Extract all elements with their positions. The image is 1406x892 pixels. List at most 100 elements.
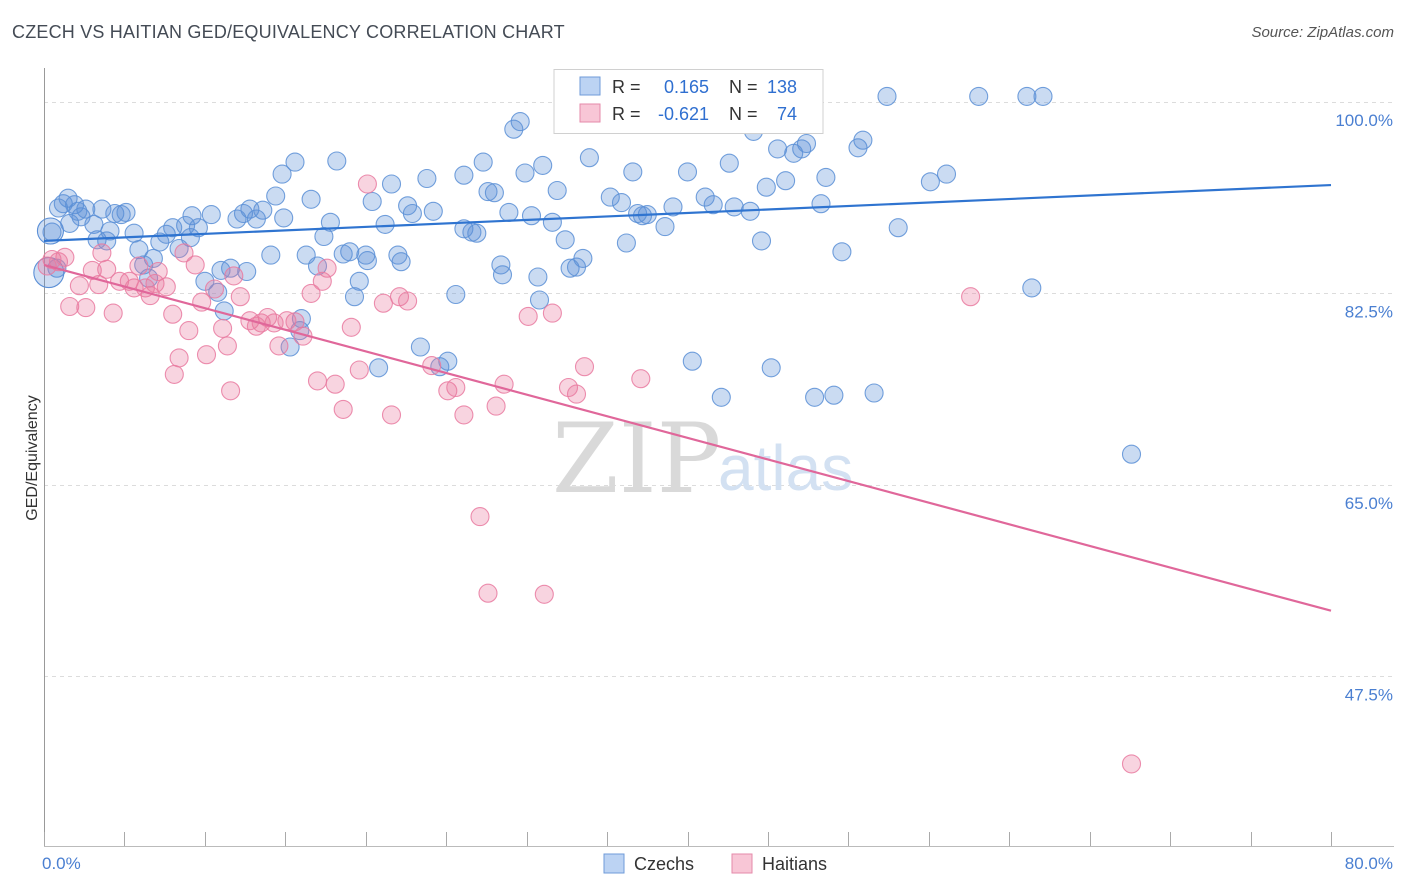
czech-point [381, 174, 402, 194]
czech-point [579, 148, 599, 168]
haitian-point [454, 405, 474, 425]
haitian-point [124, 278, 144, 298]
czech-point [188, 218, 208, 238]
czech-point [320, 212, 340, 232]
czech-point [221, 258, 241, 278]
haitian-point [258, 307, 278, 328]
haitian-point [163, 304, 183, 324]
czech-point [528, 267, 548, 287]
legend-n-label-czech: N = [729, 77, 758, 97]
haitian-point [196, 345, 217, 365]
bottom-legend-label-czechs: Czechs [634, 854, 694, 874]
haitian-point [148, 261, 168, 282]
czech-point [1022, 278, 1042, 298]
haitian-point [307, 371, 328, 391]
legend-r-value-haitian: -0.621 [658, 104, 709, 124]
czech-point [417, 168, 437, 189]
trend-line-czechs [43, 183, 1332, 242]
czech-point [274, 208, 294, 228]
axes [44, 68, 1394, 847]
czech-point [446, 284, 466, 305]
czech-point [542, 212, 562, 232]
haitian-point [341, 317, 361, 337]
czech-point [515, 163, 535, 183]
haitian-point [213, 318, 233, 338]
czech-point [301, 189, 321, 209]
haitian-point [574, 357, 595, 377]
bottom-legend-swatch-czechs [603, 853, 625, 874]
czech-point [533, 155, 553, 175]
bottom-legend-label-haitians: Haitians [762, 854, 827, 874]
czech-point [677, 162, 698, 182]
haitian-point [961, 287, 981, 307]
czech-point [560, 258, 580, 278]
czech-point [423, 201, 443, 221]
chart-title: CZECH VS HAITIAN GED/EQUIVALENCY CORRELA… [12, 22, 565, 42]
haitian-point [76, 298, 96, 318]
czech-point [211, 260, 231, 280]
czech-point [314, 226, 334, 247]
czech-point [796, 133, 817, 154]
haitian-point [349, 360, 369, 380]
czech-point [888, 218, 908, 238]
czech-point [208, 282, 228, 302]
haitian-point [446, 377, 466, 398]
haitian-point [185, 255, 205, 275]
haitian-point [92, 243, 112, 263]
czech-point [600, 187, 620, 207]
czech-point [529, 290, 550, 310]
czech-point [150, 232, 170, 252]
haitian-point [542, 303, 562, 323]
czech-point [327, 151, 347, 171]
czech-point [499, 202, 519, 222]
x-tick-label-max: 80.0% [1345, 854, 1393, 873]
czech-point [695, 187, 715, 207]
czech-point [261, 245, 281, 265]
czech-point [97, 231, 117, 251]
czech-point [1017, 86, 1037, 106]
haitian-point [129, 256, 149, 276]
czech-point [573, 248, 593, 268]
czech-point [811, 194, 831, 214]
czech-point [824, 385, 844, 405]
legend-swatch-haitian [579, 103, 601, 123]
czech-point [375, 214, 395, 234]
legend-swatch-czech [579, 76, 601, 96]
haitian-point [285, 312, 305, 332]
czech-point [76, 199, 96, 219]
haitian-point [204, 279, 225, 299]
y-tick-label-3: 100.0% [1335, 111, 1393, 130]
legend-n-label-haitian: N = [729, 104, 758, 124]
czech-point [920, 172, 940, 192]
czech-point [751, 231, 772, 251]
haitian-point [381, 405, 402, 425]
haitian-point [631, 369, 651, 389]
haitian-point [398, 291, 418, 311]
czech-point [805, 387, 825, 407]
legend-r-label-czech: R = [612, 77, 641, 97]
haitian-point [179, 321, 199, 341]
haitian-point [478, 583, 498, 603]
haitian-point [317, 258, 337, 278]
czech-point [628, 203, 648, 224]
haitian-point [301, 283, 321, 303]
haitian-point [333, 399, 353, 419]
czech-point [36, 217, 64, 245]
czech-point [853, 130, 873, 150]
watermark-atlas: atlas [718, 432, 853, 504]
czech-point [936, 164, 957, 184]
haitian-point [325, 374, 345, 394]
czech-point [369, 358, 389, 378]
czech-point [711, 387, 731, 407]
haitian-point [145, 273, 165, 294]
czech-point [877, 86, 897, 106]
czech-point [969, 86, 989, 106]
haitian-point [230, 287, 250, 307]
y-tick-label-1: 65.0% [1345, 494, 1393, 513]
czech-point [510, 112, 530, 132]
czech-point [832, 242, 852, 262]
haitian-point [55, 247, 75, 267]
czech-point [478, 182, 498, 202]
czech-point [655, 217, 675, 237]
haitian-point [169, 348, 189, 368]
